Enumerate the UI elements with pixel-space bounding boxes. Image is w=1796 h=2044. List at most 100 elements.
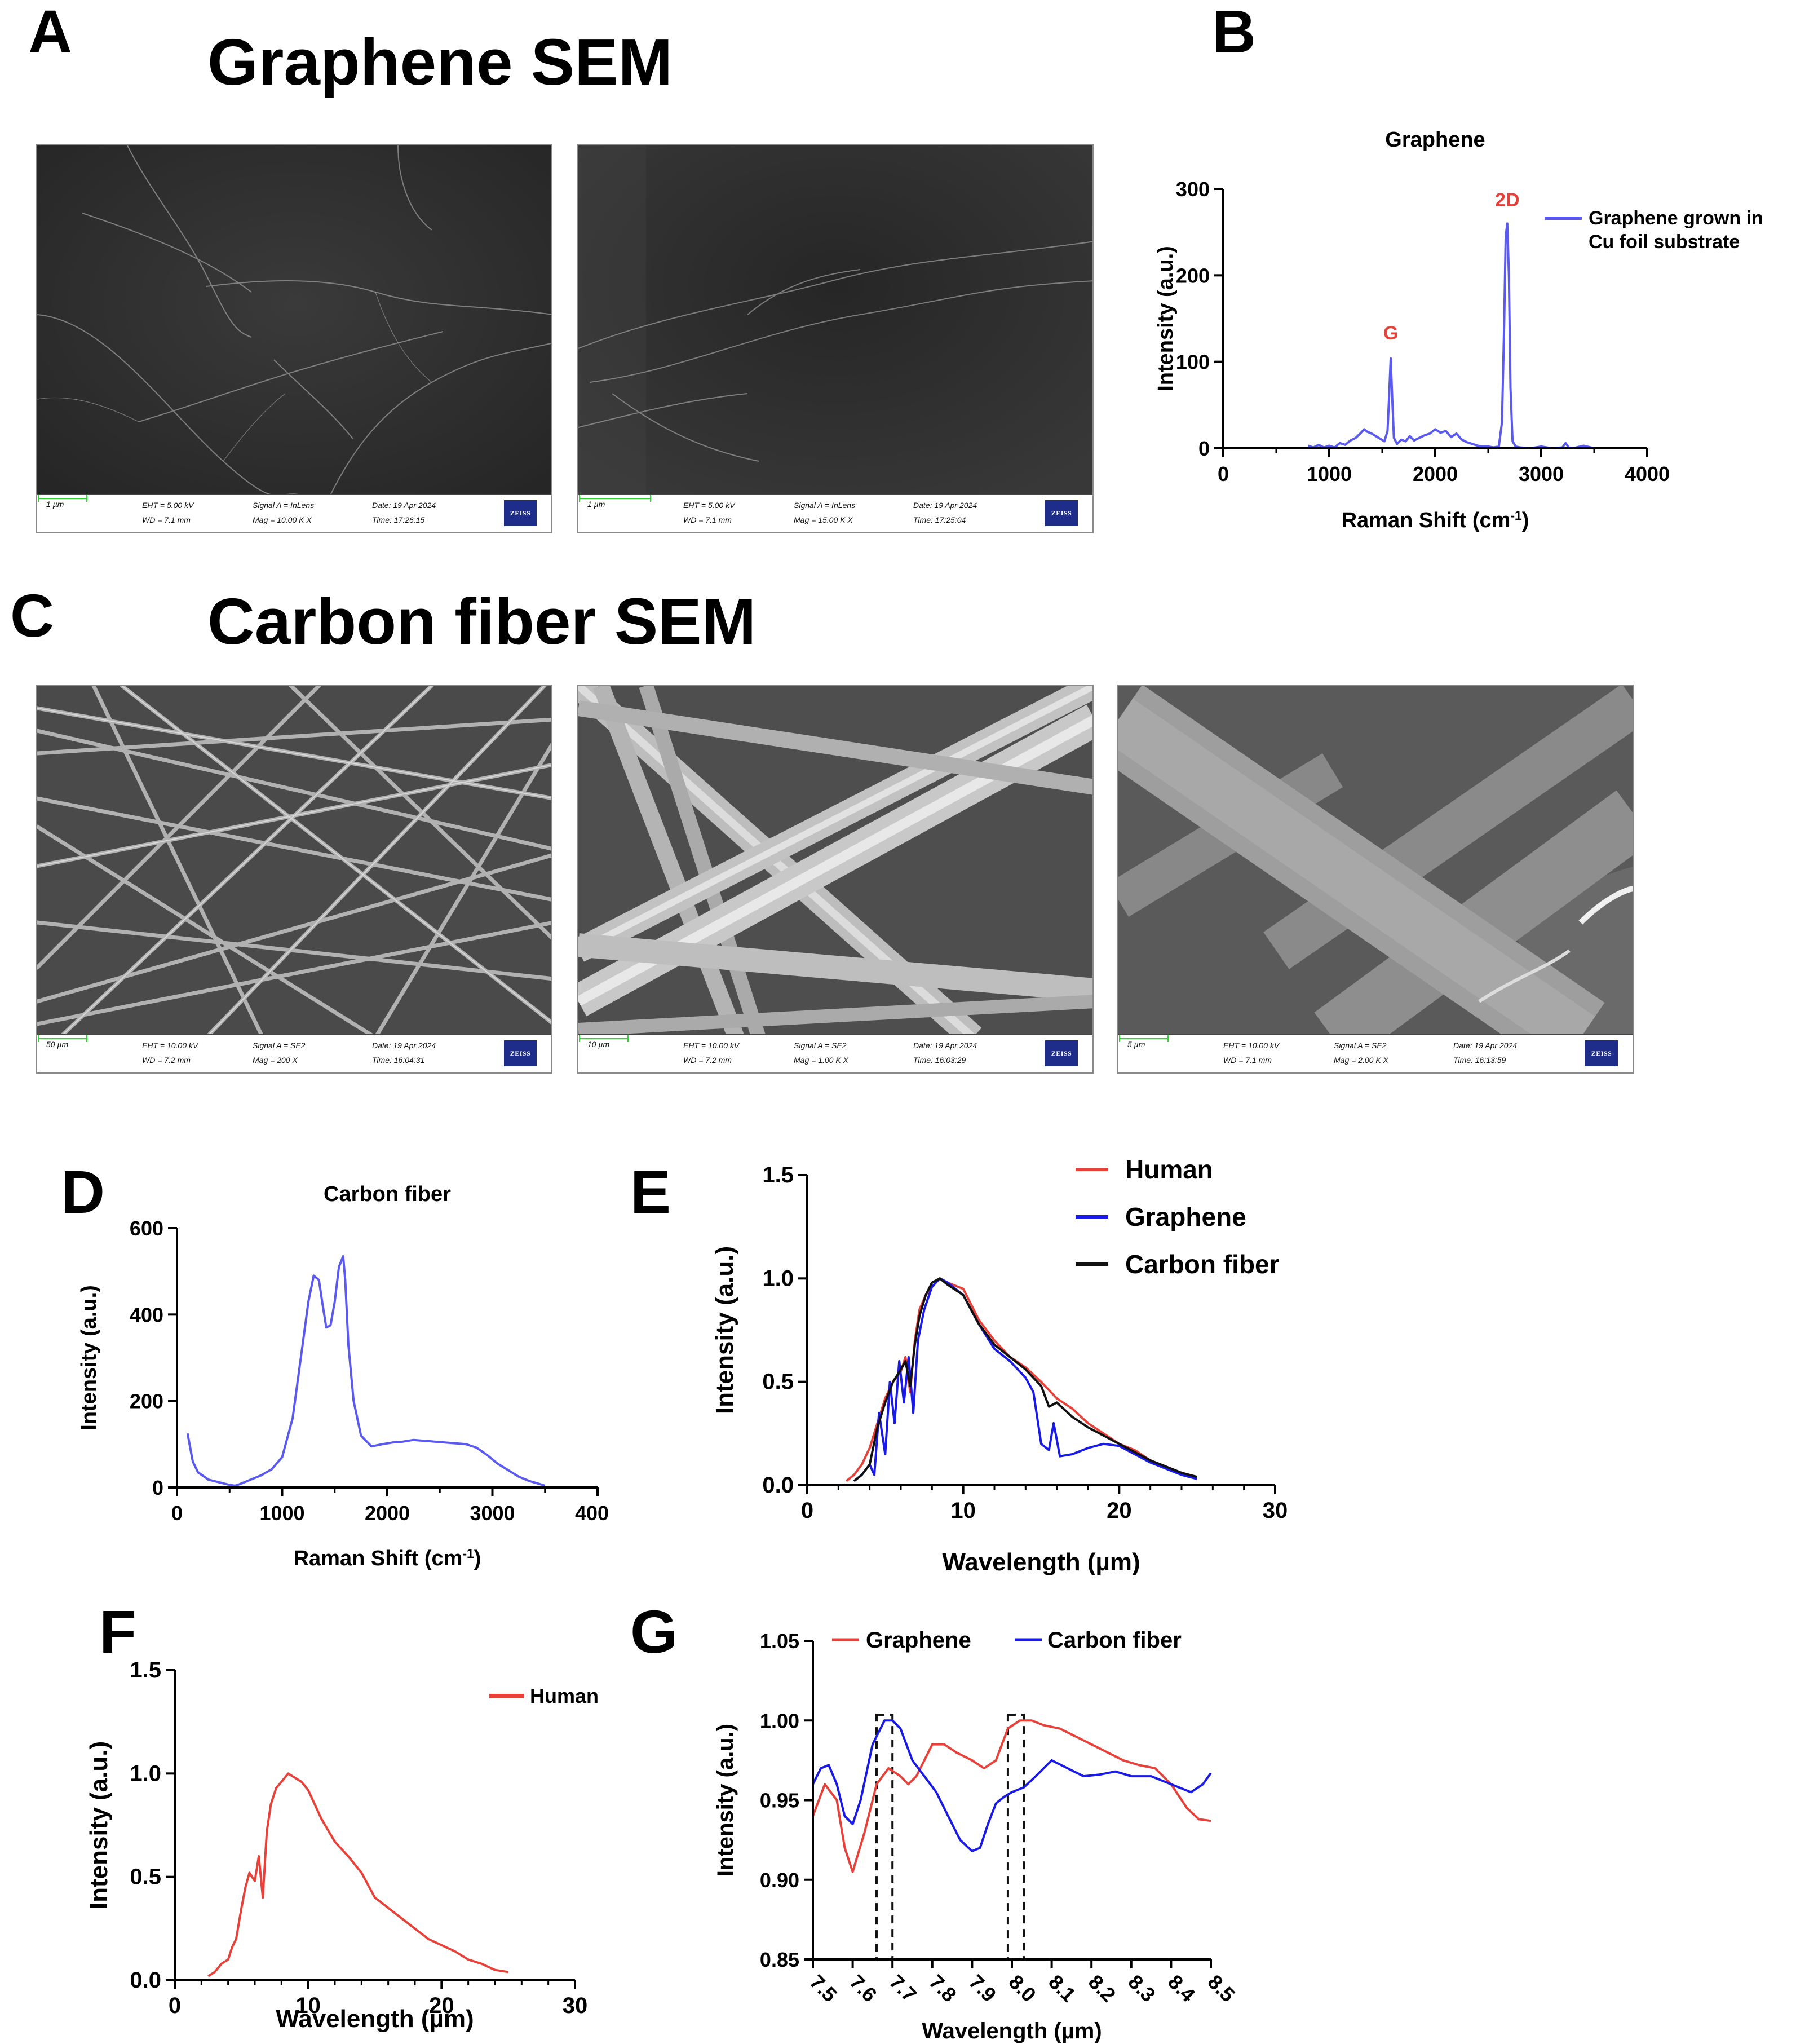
legend-label: Graphene grown in	[1589, 208, 1763, 229]
x-tick-label: 0	[801, 1498, 813, 1523]
panel-letter-d: D	[61, 1158, 105, 1226]
scale-label: 1 µm	[587, 500, 605, 509]
y-tick-label: 1.5	[762, 1163, 794, 1187]
x-tick-label: 2000	[1413, 462, 1458, 485]
x-tick-label: 2000	[365, 1502, 410, 1525]
y-axis-label: Intensity (a.u.)	[711, 1246, 738, 1414]
legend-label: Carbon fiber	[1047, 1628, 1182, 1653]
x-axis-label: Wavelength (µm)	[276, 2005, 474, 2033]
panel-letter-f: F	[99, 1597, 136, 1666]
signal-value: Signal A = SE2	[1334, 1041, 1387, 1050]
peak-label-g: G	[1383, 323, 1398, 344]
x-tick-label: 4000	[1625, 462, 1670, 485]
mag-value: Mag = 15.00 K X	[794, 515, 853, 524]
time-value: Time: 16:03:29	[913, 1056, 966, 1065]
wd-value: WD = 7.1 mm	[1223, 1056, 1272, 1065]
mag-value: Mag = 200 X	[253, 1056, 298, 1065]
x-tick-label: 3000	[1519, 462, 1564, 485]
x-tick-label: 4000	[575, 1502, 609, 1525]
sem-image-carbon-fiber-1: 50 µm EHT = 10.00 kV WD = 7.2 mm Signal …	[36, 685, 552, 1074]
series-line-carbon-fiber	[186, 1255, 546, 1487]
time-value: Time: 16:13:59	[1453, 1056, 1506, 1065]
panel-letter-c: C	[10, 581, 54, 650]
date-value: Date: 19 Apr 2024	[372, 501, 436, 510]
y-tick-label: 0.95	[760, 1789, 799, 1812]
eht-value: EHT = 10.00 kV	[142, 1041, 198, 1050]
series-line-graphene-grown-in-cu-foil-substrate	[1307, 222, 1595, 449]
date-value: Date: 19 Apr 2024	[913, 501, 977, 510]
series-line-carbon-fiber	[853, 1277, 1198, 1482]
sem-micrograph	[578, 145, 1092, 497]
chart-raman-graphene: Graphene 0 1000 2000 3000 4000 0 100 200 300 Raman…	[1154, 128, 1763, 532]
time-value: Time: 16:04:31	[372, 1056, 425, 1065]
chart-ir-spectrum-comparison: 0 10 20 30 0.0 0.5 1.0 1.5 Wavelength (µm) Intens…	[711, 1155, 1288, 1576]
chart-title: Carbon fiber	[324, 1182, 451, 1206]
x-tick-label: 8.0	[1005, 1970, 1041, 2006]
peak-label-2d: 2D	[1495, 189, 1519, 211]
scale-bar	[1119, 1035, 1169, 1042]
y-axis-label: Intensity (a.u.)	[713, 1724, 738, 1877]
date-value: Date: 19 Apr 2024	[913, 1041, 977, 1050]
y-tick-label: 0.90	[760, 1869, 799, 1892]
zeiss-logo: ZEISS	[504, 500, 537, 526]
scale-label: 5 µm	[1127, 1040, 1145, 1049]
time-value: Time: 17:26:15	[372, 515, 425, 524]
signal-value: Signal A = InLens	[253, 501, 315, 510]
chart-ir-spectrum-human: 0 10 20 30 0.0 0.5 1.0 1.5 Wavelength (µm) Intens…	[85, 1658, 599, 2033]
y-tick-label: 0.5	[762, 1370, 794, 1394]
sem-info-bar: 1 µm EHT = 5.00 kV WD = 7.1 mm Signal A …	[37, 494, 551, 532]
scale-bar	[579, 495, 651, 502]
x-tick-label: 8.3	[1123, 1970, 1160, 2006]
x-tick-label: 0	[169, 1993, 181, 2018]
series-line-graphene	[812, 1719, 1211, 1873]
x-tick-label: 8.1	[1044, 1970, 1080, 2006]
x-tick-label: 8.4	[1164, 1970, 1200, 2006]
y-tick-label: 0.0	[130, 1968, 161, 1993]
sem-image-graphene-2: 1 µm EHT = 5.00 kV WD = 7.1 mm Signal A …	[577, 144, 1094, 533]
wd-value: WD = 7.2 mm	[683, 1056, 732, 1065]
zeiss-logo: ZEISS	[1585, 1040, 1618, 1066]
legend-label: Graphene	[866, 1628, 971, 1653]
graphene-sem-title: Graphene SEM	[207, 25, 673, 99]
x-axis-label: Raman Shift (cm-1)	[1342, 508, 1529, 532]
eht-value: EHT = 5.00 kV	[683, 501, 735, 510]
x-tick-label: 8.2	[1084, 1970, 1120, 2006]
scale-bar	[579, 1035, 629, 1042]
scale-label: 10 µm	[587, 1040, 610, 1049]
x-tick-label: 30	[1263, 1498, 1288, 1523]
scale-label: 1 µm	[46, 500, 64, 509]
x-tick-label: 30	[563, 1993, 588, 2018]
chart-title: Graphene	[1385, 128, 1485, 152]
wd-value: WD = 7.2 mm	[142, 1056, 191, 1065]
sem-info-bar: 1 µm EHT = 5.00 kV WD = 7.1 mm Signal A …	[578, 494, 1092, 532]
series-line-human	[207, 1772, 509, 1977]
x-tick-label: 7.7	[885, 1970, 921, 2006]
x-tick-label: 7.9	[965, 1970, 1001, 2006]
y-tick-label: 0.5	[130, 1865, 161, 1890]
eht-value: EHT = 5.00 kV	[142, 501, 194, 510]
panel-letter-b: B	[1212, 0, 1256, 65]
sem-image-carbon-fiber-2: 10 µm EHT = 10.00 kV WD = 7.2 mm Signal …	[577, 685, 1094, 1074]
x-tick-label: 10	[295, 1993, 321, 2018]
x-tick-label: 0	[1218, 462, 1229, 485]
x-tick-label: 10	[950, 1498, 976, 1523]
y-tick-label: 1.0	[762, 1266, 794, 1291]
sem-image-graphene-1: 1 µm EHT = 5.00 kV WD = 7.1 mm Signal A …	[36, 144, 552, 533]
x-axis-label: Raman Shift (cm-1)	[294, 1546, 481, 1570]
y-tick-label: 0	[1198, 437, 1210, 460]
y-tick-label: 1.05	[760, 1630, 799, 1653]
mag-value: Mag = 2.00 K X	[1334, 1056, 1388, 1065]
mag-value: Mag = 1.00 K X	[794, 1056, 848, 1065]
x-axis-label: Wavelength (µm)	[942, 1548, 1140, 1576]
x-axis-label: Wavelength (µm)	[922, 2019, 1102, 2043]
highlight-box-1	[875, 1714, 894, 1961]
legend-label: Carbon fiber	[1125, 1250, 1280, 1279]
panel-letter-g: G	[630, 1597, 678, 1666]
sem-image-carbon-fiber-3: 5 µm EHT = 10.00 kV WD = 7.1 mm Signal A…	[1117, 685, 1634, 1074]
scale-bar	[38, 495, 87, 502]
chart-ir-spectrum-zoom: 7.5 7.6 7.7 7.8 7.9 8.0 8.1 8.2 8.3 8.4 8.5 0.85 0.9…	[713, 1628, 1240, 2043]
x-tick-label: 20	[429, 1993, 454, 2018]
y-tick-label: 0.85	[760, 1948, 799, 1971]
y-tick-label: 1.00	[760, 1709, 799, 1732]
sem-micrograph	[578, 686, 1092, 1038]
